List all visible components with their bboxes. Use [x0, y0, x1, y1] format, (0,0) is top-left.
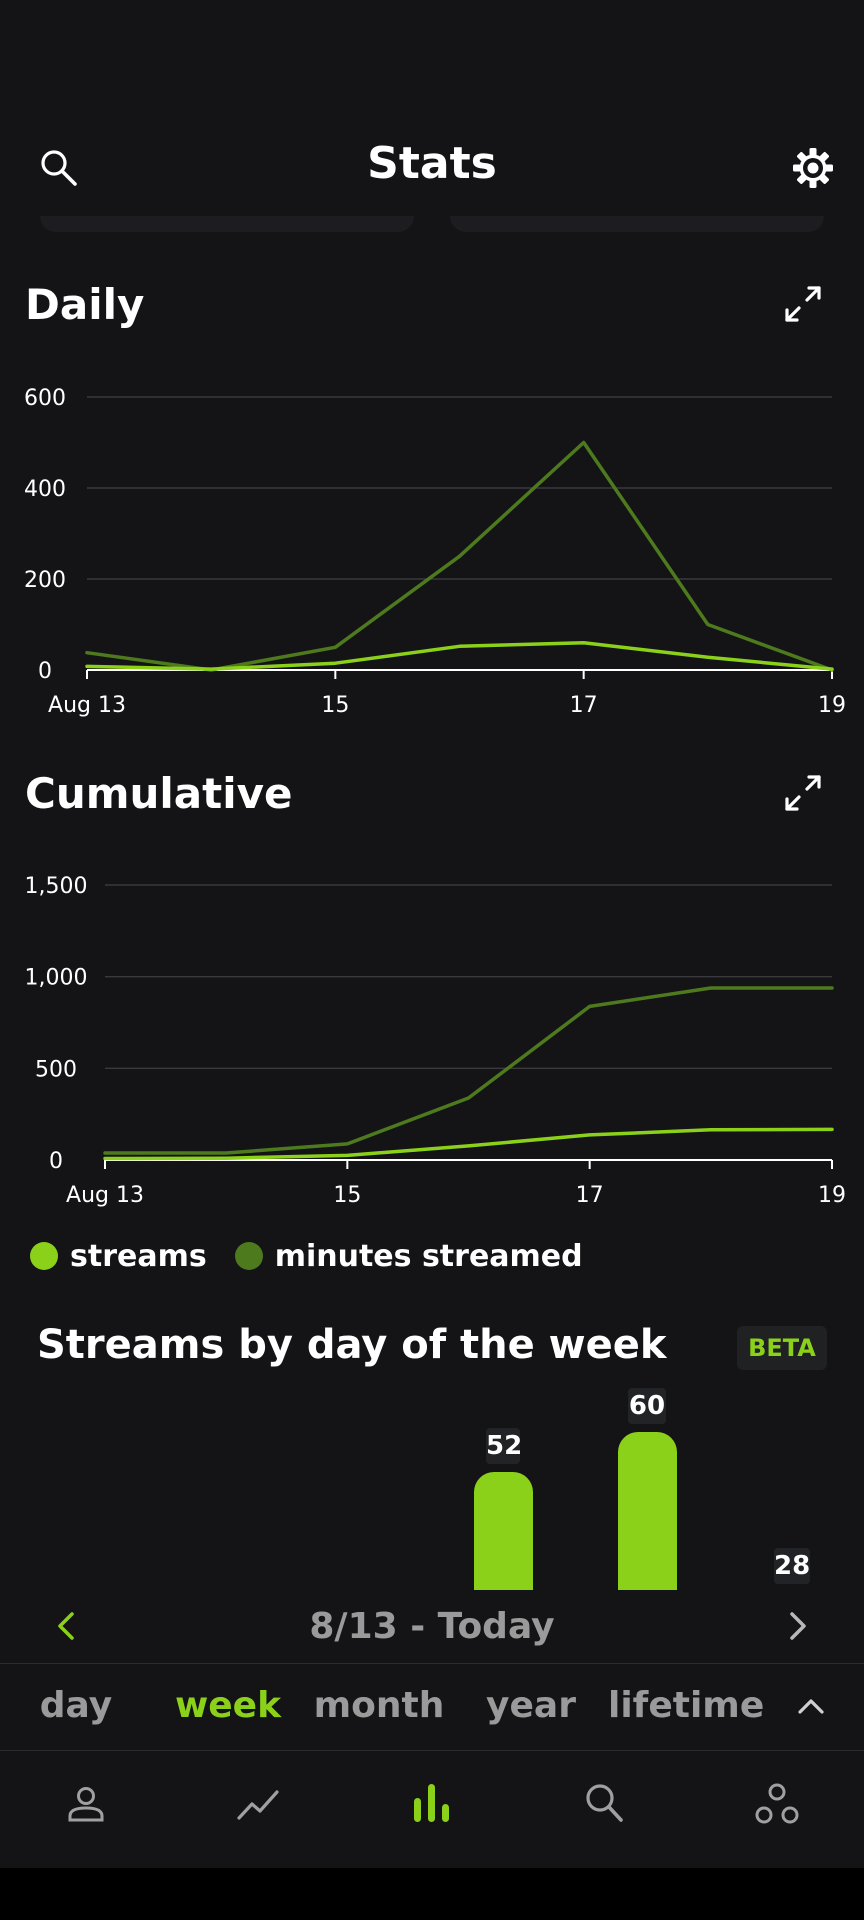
search-icon[interactable] [38, 147, 78, 187]
dow-bar-label: 28 [774, 1548, 810, 1584]
social-icon[interactable] [754, 1782, 800, 1826]
cumulative-line-chart: 0 500 1,000 1,500 Aug 13 15 17 19 [25, 874, 846, 1208]
tab-lifetime[interactable]: lifetime [608, 1685, 765, 1726]
dow-chart-title: Streams by day of the week [37, 1322, 667, 1368]
dow-bar-label: 60 [628, 1388, 666, 1424]
profile-icon[interactable] [66, 1784, 106, 1824]
tab-day[interactable]: day [39, 1685, 113, 1726]
period-label: 8/13 - Today [309, 1606, 555, 1647]
x-tick-label: 17 [576, 1183, 604, 1208]
tab-month[interactable]: month [313, 1685, 445, 1726]
y-tick-label: 400 [24, 477, 66, 502]
bottom-nav [0, 1752, 864, 1868]
search-icon[interactable] [584, 1782, 624, 1824]
gear-icon[interactable] [791, 146, 835, 190]
series-line-minutes-streamed [103, 986, 834, 1155]
divider [0, 1750, 864, 1751]
dow-bar [618, 1432, 677, 1590]
chevron-up-icon[interactable] [796, 1694, 826, 1718]
y-tick-label: 1,000 [25, 966, 88, 991]
y-tick-label: 1,500 [25, 874, 88, 899]
y-tick-label: 500 [35, 1057, 77, 1082]
legend-label: streams [70, 1238, 207, 1274]
dow-bar [474, 1472, 533, 1590]
legend-label: minutes streamed [274, 1238, 583, 1274]
stats-icon[interactable] [412, 1782, 452, 1824]
x-tick-label: Aug 13 [48, 693, 126, 718]
scrolled-card-left [40, 216, 414, 232]
expand-icon[interactable] [783, 773, 823, 813]
series-line-minutes-streamed [85, 440, 834, 672]
x-tick-label: 15 [321, 693, 349, 718]
daily-chart-title: Daily [25, 280, 145, 329]
x-tick-label: Aug 13 [66, 1183, 144, 1208]
system-nav-bar [0, 1868, 864, 1920]
scrolled-card-right [450, 216, 824, 232]
x-tick-label: 17 [570, 693, 598, 718]
beta-badge: BETA [737, 1326, 827, 1370]
chevron-right-icon[interactable] [782, 1610, 812, 1642]
legend-dot-minutes-streamed [234, 1242, 263, 1270]
expand-icon[interactable] [783, 284, 823, 324]
chart-legend: streams minutes streamed [30, 1236, 611, 1276]
x-tick-label: 19 [818, 1183, 846, 1208]
tab-week[interactable]: week [174, 1685, 282, 1726]
x-tick-label: 15 [333, 1183, 361, 1208]
page-title: Stats [367, 138, 497, 189]
trend-icon[interactable] [236, 1786, 280, 1822]
legend-dot-streams [30, 1242, 58, 1270]
x-tick-label: 19 [818, 693, 846, 718]
legend-item-streams: streams [30, 1239, 207, 1274]
y-tick-label: 0 [38, 659, 52, 684]
y-tick-label: 200 [24, 568, 66, 593]
y-tick-label: 600 [24, 386, 66, 411]
y-tick-label: 0 [49, 1149, 63, 1174]
divider [0, 1663, 864, 1664]
dow-bar-label: 52 [486, 1428, 522, 1464]
legend-item-minutes-streamed: minutes streamed [234, 1238, 583, 1274]
daily-line-chart: 0 200 400 600 Aug 13 15 17 19 [24, 386, 846, 718]
cumulative-chart-title: Cumulative [25, 769, 293, 818]
tab-year[interactable]: year [486, 1685, 576, 1726]
series-line-streams [103, 1127, 834, 1161]
series-line-streams [85, 640, 834, 671]
chevron-left-icon[interactable] [52, 1610, 82, 1642]
